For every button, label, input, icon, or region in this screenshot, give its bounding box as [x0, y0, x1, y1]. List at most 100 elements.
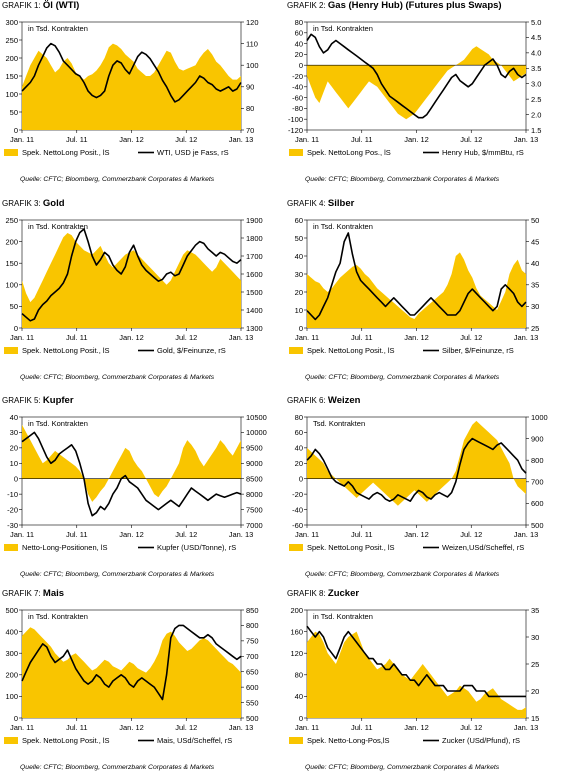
series-line [21, 624, 242, 701]
right-tick-label: 600 [531, 499, 544, 508]
legend-area-swatch [289, 737, 303, 744]
right-tick-label: 40 [531, 259, 539, 268]
left-tick-label: 10 [10, 459, 18, 468]
series-line [306, 625, 526, 698]
legend-area-label: Spek. NettoLong Posit., lS [307, 346, 395, 355]
x-tick-label: Jan. 11 [295, 333, 319, 342]
x-tick-label: Jul. 12 [460, 723, 482, 732]
left-tick-label: 0 [299, 61, 303, 70]
chart-panel-gas: GRAFIK 2: Gas (Henry Hub) (Futures plus … [285, 0, 562, 190]
x-tick-label: Jan. 11 [10, 135, 34, 144]
left-tick-label: 160 [290, 627, 303, 636]
left-tick-label: 400 [5, 627, 18, 636]
series-line [306, 33, 527, 119]
chart-panel-gold: GRAFIK 3: Gold 250 200 150 100 50 0 1900 1800 170… [0, 198, 281, 388]
left-tick-label: -40 [292, 83, 303, 92]
left-tick-label: 40 [10, 413, 18, 422]
unit-label: in Tsd. Kontrakten [28, 24, 88, 33]
left-tick-label: 0 [299, 475, 303, 484]
chart-title: GRAFIK 6: Weizen [287, 395, 360, 406]
right-tick-label: 110 [246, 39, 258, 48]
chart-title-text: Öl (WTI) [42, 0, 80, 11]
right-tick-label: 7000 [246, 521, 263, 530]
right-tick-label: 90 [246, 83, 254, 92]
chart-title-text: Gas (Henry Hub) (Futures plus Swaps) [327, 0, 502, 11]
right-tick-label: 100 [246, 61, 259, 70]
left-tick-label: 50 [295, 234, 303, 243]
left-tick-label: 250 [5, 36, 18, 45]
chart-svg-zucker: 200 160 120 80 40 0 35 30 25 20 15 Jan. 11 Jul. 11 Ja… [289, 606, 539, 745]
left-tick-label: 80 [295, 413, 303, 422]
x-tick-label: Jul. 11 [66, 333, 88, 342]
legend-area-swatch [4, 347, 18, 354]
chart-title: GRAFIK 4: Silber [287, 198, 354, 209]
left-tick-label: -80 [292, 104, 303, 113]
left-tick-label: 150 [5, 259, 18, 268]
left-tick-label: 50 [10, 302, 18, 311]
left-tick-label: 200 [5, 237, 18, 246]
chart-panel-zucker: GRAFIK 8: Zucker 200 160 120 80 40 0 35 30 25 20 15… [285, 588, 562, 778]
x-tick-label: Jul. 11 [351, 333, 373, 342]
x-tick-label: Jul. 12 [175, 530, 197, 539]
right-tick-label: 15 [531, 714, 539, 723]
unit-label: Tsd. Kontrakten [313, 419, 365, 428]
right-tick-label: 5.0 [531, 18, 541, 27]
right-tick-label: 8500 [246, 475, 263, 484]
legend-area-swatch [289, 347, 303, 354]
right-tick-label: 25 [531, 324, 539, 333]
legend-area-swatch [4, 737, 18, 744]
left-tick-label: 200 [5, 671, 18, 680]
right-tick-label: 70 [246, 126, 254, 135]
right-tick-label: 1.5 [531, 126, 541, 135]
chart-panel-oil: GRAFIK 1: Öl (WTI) 300 250 200 150 100 50 0 120 1… [0, 0, 281, 190]
x-tick-label: Jan. 12 [119, 333, 144, 342]
x-tick-label: Jul. 12 [175, 135, 197, 144]
legend-line-label: Kupfer (USD/Tonne), rS [157, 543, 236, 552]
right-tick-label: 1700 [246, 252, 263, 261]
series-area [307, 252, 526, 328]
series-area [22, 627, 241, 718]
left-tick-label: 60 [295, 216, 303, 225]
x-tick-label: Jan. 11 [295, 135, 319, 144]
right-tick-label: 1300 [246, 324, 263, 333]
legend-area-label: Spek. NettoLong Posit., lS [22, 736, 110, 745]
right-tick-label: 600 [246, 683, 259, 692]
legend-line-label: Henry Hub, $/mmBtu, rS [442, 148, 524, 157]
chart-svg-gold: 250 200 150 100 50 0 1900 1800 1700 1600 1500 1400 1… [4, 216, 263, 355]
right-tick-label: 1900 [246, 216, 263, 225]
unit-label: in Tsd. Kontrakten [313, 612, 373, 621]
right-tick-label: 800 [246, 621, 259, 630]
x-tick-label: Jul. 12 [175, 723, 197, 732]
unit-label: in Tsd. Kontrakten [28, 222, 88, 231]
chart-source: Quelle: CFTC; Bloomberg, Commerzbank Cor… [20, 571, 215, 578]
left-tick-label: 20 [295, 459, 303, 468]
x-tick-label: Jan. 12 [119, 723, 144, 732]
x-tick-label: Jan. 12 [404, 723, 429, 732]
x-tick-label: Jan. 13 [229, 333, 254, 342]
right-tick-label: 25 [531, 660, 539, 669]
legend-area-label: Spek. NettoLong Posit., lS [22, 346, 110, 355]
series-area [22, 43, 241, 130]
left-tick-label: 0 [299, 324, 303, 333]
series-area [307, 46, 526, 120]
right-tick-label: 700 [246, 652, 259, 661]
left-tick-label: -20 [292, 490, 303, 499]
right-tick-label: 4.5 [531, 33, 541, 42]
left-tick-label: 40 [295, 444, 303, 453]
chart-prefix: GRAFIK 4: [287, 199, 328, 208]
chart-title-text: Mais [42, 588, 65, 599]
chart-panel-mais: GRAFIK 7: Mais 500 400 300 200 100 0 850 800 750 7… [0, 588, 281, 778]
legend-line-label: Weizen,USd/Scheffel, rS [442, 543, 524, 552]
chart-panel-weizen: GRAFIK 6: Weizen 80 60 40 20 0 -20 -40 -60 1000 90… [285, 395, 562, 585]
right-tick-label: 9000 [246, 459, 263, 468]
right-tick-label: 80 [246, 104, 254, 113]
legend-line-label: Zucker (USd/Pfund), rS [442, 736, 520, 745]
right-tick-label: 1400 [246, 306, 263, 315]
x-tick-label: Jan. 13 [229, 135, 254, 144]
right-tick-label: 50 [531, 216, 539, 225]
legend-line-label: WTI, USD je Fass, rS [157, 148, 229, 157]
left-tick-label: 60 [295, 428, 303, 437]
right-tick-label: 20 [531, 687, 539, 696]
right-tick-label: 120 [246, 18, 259, 27]
x-tick-label: Jan. 13 [229, 723, 254, 732]
